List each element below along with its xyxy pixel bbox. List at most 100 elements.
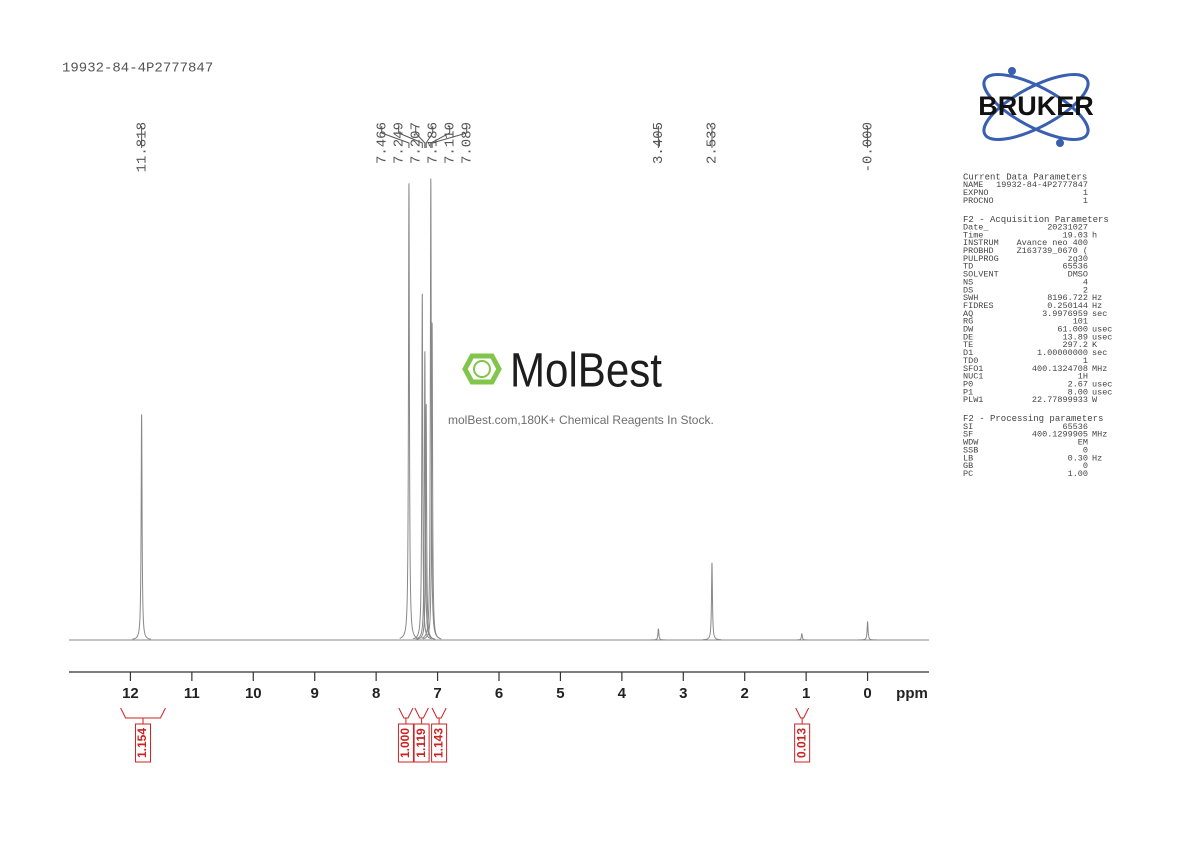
parameter-value: 8196.722 xyxy=(1047,293,1088,303)
parameter-value: 0 xyxy=(1083,445,1088,455)
parameter-value: zg30 xyxy=(1068,254,1088,264)
integral-bracket xyxy=(431,707,447,724)
peak xyxy=(399,182,419,639)
peak-label: -0.000 xyxy=(860,122,876,172)
parameter-value: 65536 xyxy=(1062,262,1088,272)
x-tick-label: 9 xyxy=(311,685,319,702)
integral-bracket xyxy=(414,707,429,724)
parameter-value: DMSO xyxy=(1068,270,1088,280)
parameter-value: 13.89 xyxy=(1062,332,1088,342)
parameter-value: 400.1299905 xyxy=(1032,430,1088,440)
peak xyxy=(421,177,441,639)
parameter-key: P0 xyxy=(963,379,973,389)
integral-label-box xyxy=(397,723,414,763)
x-tick-label: 6 xyxy=(495,685,503,702)
parameter-value: 19932-84-4P2777847 xyxy=(996,180,1088,190)
parameter-key: SOLVENT xyxy=(963,270,999,280)
peak-label: 7.110 xyxy=(442,122,458,164)
bruker-logo: BRUKER xyxy=(978,67,1094,147)
parameter-key: LB xyxy=(963,453,973,463)
x-tick-label: 11 xyxy=(184,685,200,702)
parameter-unit: usec xyxy=(1092,387,1112,397)
parameter-value: 101 xyxy=(1073,317,1088,327)
parameter-unit: Hz xyxy=(1092,301,1102,311)
parameter-key: D1 xyxy=(963,348,973,358)
parameter-key: FIDRES xyxy=(963,301,994,311)
x-tick-label: 0 xyxy=(863,685,871,702)
parameter-value: 1 xyxy=(1083,356,1088,366)
peak xyxy=(702,562,722,641)
parameter-key: AQ xyxy=(963,309,973,319)
parameter-key: TE xyxy=(963,340,973,350)
parameter-key: DW xyxy=(963,325,974,335)
parameter-unit: usec xyxy=(1092,379,1112,389)
peak xyxy=(858,621,877,641)
peak-label-connector xyxy=(430,126,451,148)
parameter-value: 1 xyxy=(1083,196,1088,206)
parameter-key: SSB xyxy=(963,445,978,455)
parameter-key: PLW1 xyxy=(963,395,983,405)
parameter-value: 3.9976959 xyxy=(1042,309,1088,319)
parameter-key: NAME xyxy=(963,180,983,190)
watermark-icon xyxy=(462,353,502,385)
parameter-key: EXPNO xyxy=(963,188,989,198)
x-tick-label: 1 xyxy=(802,685,810,702)
logo-orbit xyxy=(982,73,1090,141)
parameter-value: 1.00 xyxy=(1068,469,1088,479)
integral-label: 1.119 xyxy=(414,728,428,758)
parameter-key: NUC1 xyxy=(963,372,983,382)
parameter-heading: F2 - Processing parameters xyxy=(963,414,1103,424)
x-axis-label: ppm xyxy=(896,685,928,702)
parameter-unit: K xyxy=(1092,340,1098,350)
x-tick-label: 12 xyxy=(122,685,139,702)
parameter-key: RG xyxy=(963,317,973,327)
parameter-unit: MHz xyxy=(1092,364,1107,374)
watermark-tagline: molBest.com,180K+ Chemical Reagents In S… xyxy=(448,413,714,427)
peak-label: 7.249 xyxy=(391,122,407,164)
parameter-value: 19.03 xyxy=(1062,230,1088,240)
parameter-value: 0 xyxy=(1083,461,1088,471)
integral-label-box xyxy=(794,723,811,763)
x-tick-label: 4 xyxy=(618,685,627,702)
peak-label-connector xyxy=(398,126,423,148)
parameter-unit: h xyxy=(1092,230,1097,240)
parameter-value: 65536 xyxy=(1062,422,1088,432)
logo-dot xyxy=(1008,67,1016,75)
peak xyxy=(132,414,151,640)
integral-label-box xyxy=(413,723,430,763)
parameter-key: NS xyxy=(963,277,973,287)
parameter-key: PC xyxy=(963,469,973,479)
parameter-key: PROBHD xyxy=(963,246,994,256)
parameter-value: 1 xyxy=(1083,188,1088,198)
integral-label: 1.143 xyxy=(431,728,445,758)
parameter-key: SFO1 xyxy=(963,364,983,374)
peak-label: 7.466 xyxy=(374,122,390,164)
parameter-heading: F2 - Acquisition Parameters xyxy=(963,215,1109,225)
x-tick-label: 5 xyxy=(556,685,564,702)
x-tick-label: 7 xyxy=(433,685,441,702)
parameter-value: 20231027 xyxy=(1047,222,1088,232)
peak-label-connector xyxy=(425,126,434,148)
parameter-value: 61.000 xyxy=(1057,325,1088,335)
integral-label: 1.000 xyxy=(398,728,412,758)
parameter-key: DE xyxy=(963,332,973,342)
parameter-key: PULPROG xyxy=(963,254,999,264)
parameter-unit: Hz xyxy=(1092,293,1102,303)
logo-text: BRUKER xyxy=(978,91,1094,121)
parameter-key: TD xyxy=(963,262,973,272)
integral-bracket xyxy=(795,707,810,724)
parameter-heading: Current Data Parameters xyxy=(963,172,1087,182)
parameter-value: 0.30 xyxy=(1068,453,1088,463)
integral-bracket xyxy=(398,707,414,724)
parameter-unit: Hz xyxy=(1092,453,1102,463)
parameter-value: 2.67 xyxy=(1068,379,1088,389)
parameter-key: DS xyxy=(963,285,973,295)
parameter-key: SF xyxy=(963,430,973,440)
parameter-key: Date_ xyxy=(963,222,989,232)
parameter-unit: MHz xyxy=(1092,430,1107,440)
peak xyxy=(792,633,812,641)
parameter-value: 400.1324708 xyxy=(1032,364,1088,374)
integral-label: 1.154 xyxy=(135,728,149,758)
parameter-value: 0.250144 xyxy=(1047,301,1088,311)
parameter-key: TD0 xyxy=(963,356,978,366)
